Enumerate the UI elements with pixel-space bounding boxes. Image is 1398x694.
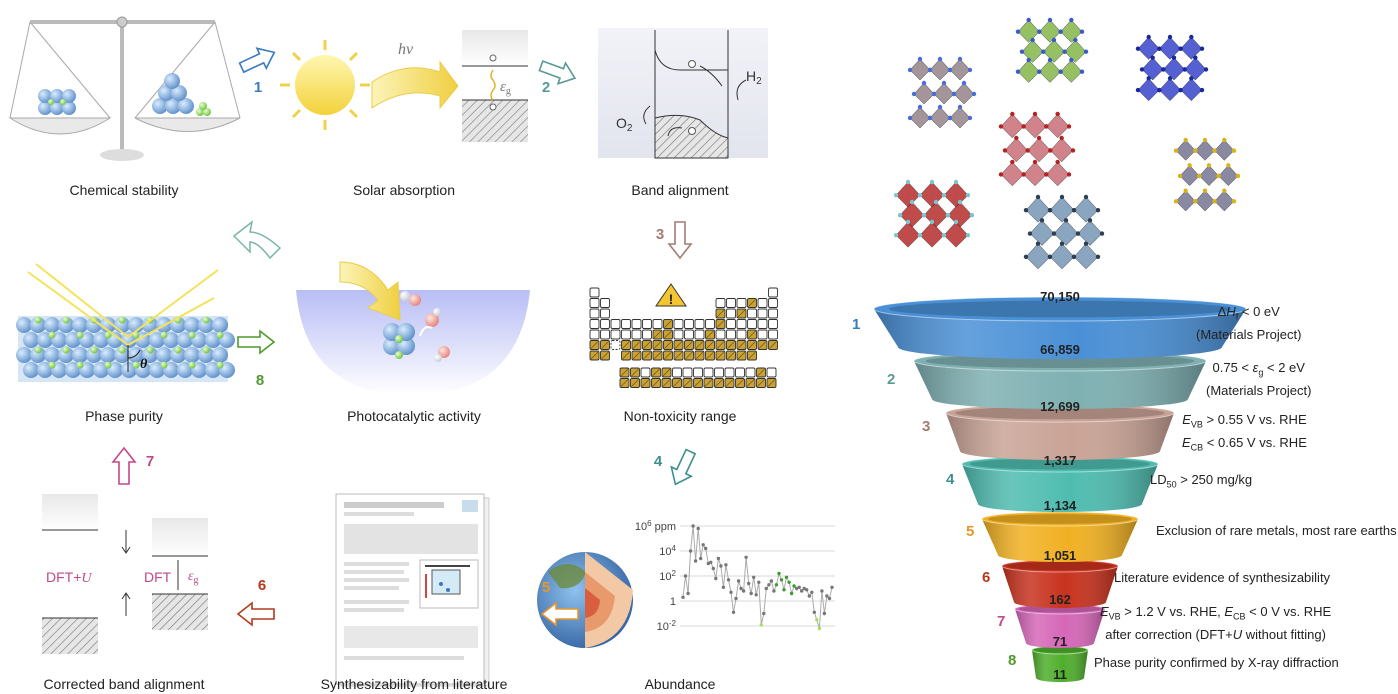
step-arrow-7 (111, 446, 137, 485)
funnel-top-count: 70,150 (1040, 289, 1080, 304)
stage-label-2: Solar absorption (353, 182, 455, 198)
step-number-5: 5 (542, 579, 550, 596)
abundance-tick-label: 106 ppm (635, 519, 676, 533)
abundance-tick-label: 1 (670, 596, 676, 608)
funnel-criterion-7: EVB > 1.2 V vs. RHE, ECB < 0 V vs. RHE af… (1100, 604, 1332, 642)
abundance-illustration: 106 ppm 104 102 1 10-2 (537, 519, 835, 648)
periodic-table-illustration: ! (589, 283, 778, 388)
funnel-count-3: 1,317 (1043, 453, 1077, 468)
stage-label-9: Photocatalytic activity (347, 408, 481, 424)
funnel-step-number-7: 7 (997, 613, 1006, 630)
o2-label: O2 (616, 115, 633, 134)
step-arrow-2 (538, 60, 577, 85)
step-arrow-5 (540, 601, 579, 627)
funnel-count-2: 12,699 (1040, 399, 1080, 414)
step-number-3: 3 (656, 226, 664, 243)
funnel-step-number-3: 3 (922, 418, 931, 435)
h2-label: H2 (746, 68, 762, 87)
funnel-criterion-2: 0.75 < εg < 2 eV (Materials Project) (1206, 360, 1312, 398)
funnel-layer-4 (961, 455, 1159, 512)
crystal-structure-7 (1023, 194, 1105, 270)
funnel-criterion-5: Exclusion of rare metals, most rare eart… (1156, 523, 1397, 538)
step-arrow-3 (667, 221, 693, 260)
corrected-bandgap-symbol: εg (188, 569, 199, 586)
funnel-step-number-8: 8 (1008, 652, 1017, 669)
theta-label: θ (140, 357, 148, 372)
crystal-structure-3 (1135, 34, 1209, 102)
corrected-band-alignment-illustration: DFT+U DFT εg (42, 494, 208, 654)
funnel-layer-6 (1001, 559, 1119, 608)
step-arrow-4 (670, 448, 697, 486)
abundance-tick-label: 104 (659, 544, 676, 558)
dft-u-label: DFT+U (46, 569, 92, 586)
funnel-step-number-5: 5 (966, 523, 975, 540)
crystal-structures (893, 17, 1241, 270)
funnel-criterion-8: Phase purity confirmed by X-ray diffract… (1094, 655, 1339, 670)
photon-energy-label: hν (398, 41, 414, 58)
funnel-layer-8 (1031, 645, 1089, 682)
funnel-count-6: 162 (1049, 592, 1071, 607)
stage-label-6: Synthesizability from literature (320, 676, 508, 692)
cycle-arrows: 1 2 3 4 5 6 7 8 (111, 47, 697, 627)
funnel-count-4: 1,134 (1043, 498, 1077, 513)
abundance-tick-label: 102 (659, 569, 676, 583)
crystal-structure-5 (1173, 137, 1241, 212)
funnel-count-1: 66,859 (1040, 342, 1080, 357)
band-alignment-illustration: H2 O2 (598, 28, 768, 159)
funnel-criterion-6: Literature evidence of synthesizability (1114, 570, 1331, 585)
funnel-step-number-1: 1 (852, 316, 861, 333)
step-arrow-6 (236, 601, 275, 627)
step-number-8: 8 (256, 372, 264, 389)
photocatalysis-illustration (296, 261, 530, 395)
funnel-step-number-4: 4 (946, 471, 955, 488)
balance-illustration (8, 16, 241, 161)
screening-funnel (873, 17, 1247, 682)
step-number-1: 1 (254, 79, 262, 96)
funnel-layer-1 (873, 296, 1247, 359)
funnel-step-number-6: 6 (982, 569, 991, 586)
crystal-structure-6 (893, 179, 975, 248)
funnel-count-5: 1,051 (1043, 548, 1077, 563)
funnel-criterion-1: ΔHf < 0 eV (Materials Project) (1196, 304, 1302, 342)
literature-document-illustration (335, 493, 490, 687)
phase-purity-illustration: θ (16, 263, 235, 382)
return-arrow (232, 220, 282, 260)
funnel-criterion-3: EVB > 0.55 V vs. RHE ECB < 0.65 V vs. RHE (1182, 412, 1307, 453)
crystal-structure-1 (907, 56, 977, 129)
stage-label-1: Chemical stability (69, 182, 179, 198)
stage-label-5: Abundance (644, 676, 716, 692)
crystal-structure-4 (998, 111, 1076, 187)
stage-label-8: Phase purity (85, 408, 163, 424)
bandgap-illustration: εg (462, 30, 528, 142)
funnel-layer-3 (945, 403, 1175, 460)
stage-label-7: Corrected band alignment (43, 676, 205, 692)
svg-text:!: ! (669, 291, 674, 307)
step-number-6: 6 (258, 577, 266, 594)
step-number-2: 2 (542, 79, 550, 96)
stage-label-3: Band alignment (631, 182, 729, 198)
crystal-structure-2 (1015, 17, 1089, 83)
funnel-step-number-2: 2 (887, 371, 896, 388)
screening-cycle-diagram: hν εg H2 O2 (8, 16, 835, 687)
funnel-layer-7 (1014, 603, 1106, 648)
step-number-7: 7 (146, 453, 154, 470)
abundance-tick-label: 10-2 (657, 619, 677, 633)
step-arrow-1 (238, 47, 276, 74)
dft-label: DFT (144, 569, 172, 585)
funnel-criterion-4: LD50 > 250 mg/kg (1150, 472, 1253, 490)
step-number-4: 4 (654, 453, 663, 470)
bandgap-symbol: εg (500, 79, 511, 97)
stage-label-4: Non-toxicity range (623, 408, 737, 424)
step-arrow-8 (237, 329, 276, 355)
funnel-count-7: 71 (1052, 634, 1068, 649)
sun-illustration: hν (280, 40, 459, 130)
funnel-count-8: 11 (1053, 667, 1067, 682)
